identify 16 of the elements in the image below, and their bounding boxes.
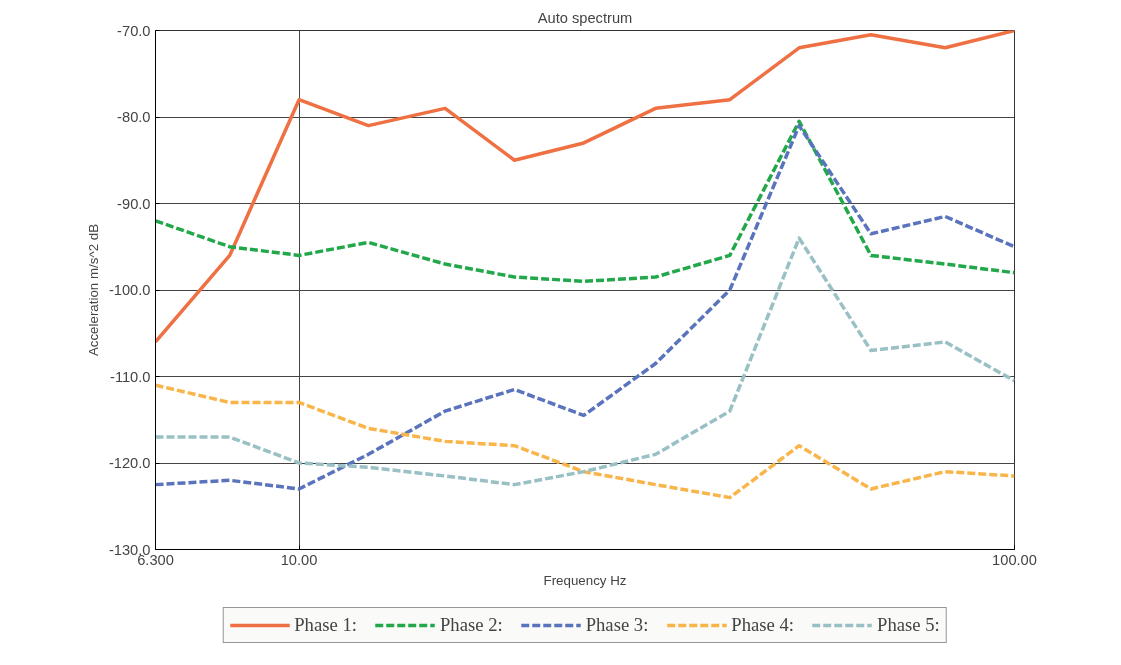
x-tick-label: 100.00 [992, 551, 1037, 568]
legend-label: Phase 2: [439, 614, 503, 636]
legend-label: Phase 3: [585, 614, 649, 636]
y-tick-label: -110.0 [110, 368, 151, 385]
y-tick-label: -100.0 [108, 282, 151, 298]
legend-label: Phase 4: [731, 614, 795, 636]
y-tick-label: -120.0 [108, 455, 151, 471]
y-tick-label: -70.0 [117, 22, 151, 39]
legend-label: Phase 5: [877, 614, 940, 636]
x-tick-label: 10.00 [280, 551, 318, 568]
y-axis-title: Acceleration m/s^2 dB [85, 223, 101, 357]
legend-label: Phase 1: [294, 614, 357, 636]
x-axis-title: Frequency Hz [543, 572, 627, 588]
y-tick-label: -90.0 [117, 195, 151, 212]
chart-title: Auto spectrum [537, 9, 633, 26]
y-tick-label: -80.0 [117, 109, 151, 125]
